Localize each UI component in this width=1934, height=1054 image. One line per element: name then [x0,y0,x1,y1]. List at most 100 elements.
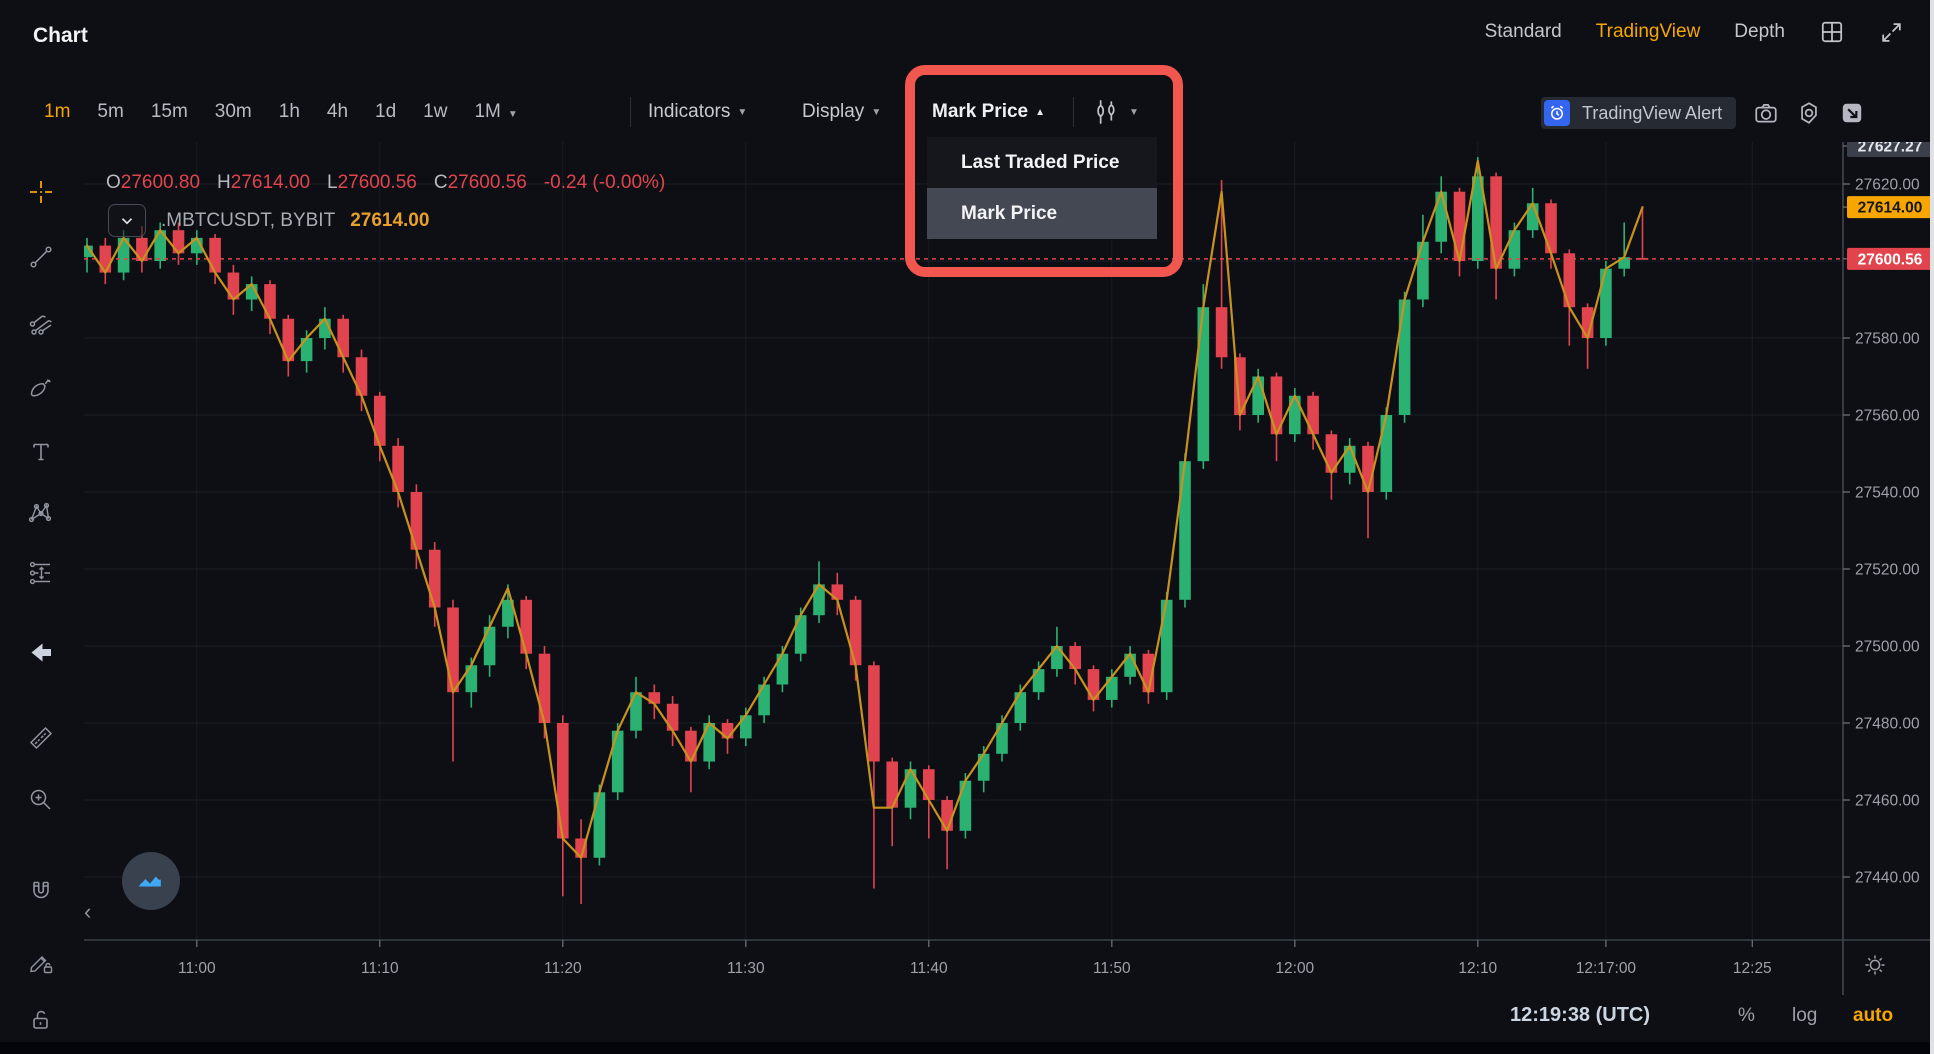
popout-icon[interactable] [1839,100,1865,126]
candle-type-menu[interactable]: ▼ [1090,94,1139,130]
chevron-down-icon: ▼ [871,106,882,118]
timeframe-4h[interactable]: 4h [326,101,349,122]
price-chip-label: 27600.56 [1858,251,1923,268]
fib-gann-tool-icon[interactable] [28,312,54,338]
ohlc-l: L27600.56 [327,172,417,193]
percent-scale-button[interactable]: % [1738,1005,1755,1026]
indicators-menu[interactable]: Indicators ▼ [648,94,747,130]
price-axis-label: 27560.00 [1855,408,1920,425]
chevron-up-icon: ▲ [1035,106,1046,118]
overlay-line-layer [84,159,1843,859]
collapse-left-icon[interactable]: ‹ [84,899,92,924]
price-chip-label: 27627.27 [1858,142,1923,156]
fullscreen-icon[interactable] [1879,20,1904,45]
view-tab-standard[interactable]: Standard [1484,21,1562,42]
time-axis-label: 12:00 [1275,960,1314,977]
ohlc-h: H27614.00 [217,172,311,193]
price-axis-label: 27520.00 [1855,562,1920,579]
price-axis-label: 27540.00 [1855,485,1920,502]
price-source-menu[interactable]: Mark Price ▲ [932,94,1045,130]
ohlc-c: C27600.56 [433,172,527,193]
time-axis-label: 12:17:00 [1576,960,1637,977]
chevron-down-icon: ▼ [737,106,748,118]
candle-type-icon [1090,98,1122,126]
alert-label: TradingView Alert [1582,102,1723,123]
alarm-clock-icon [1544,100,1570,126]
area-chart-icon [138,873,161,887]
indicator-shortcut-button[interactable] [122,852,180,910]
price-axis-label: 27460.00 [1855,793,1920,810]
time-axis-label: 11:30 [727,960,765,977]
crosshair-tool-icon[interactable] [28,179,54,205]
timeframe-1h[interactable]: 1h [278,101,300,122]
ruler-icon[interactable] [28,725,54,751]
ohlc-readout: O27600.80 H27614.00 L27600.56 C27600.56 -0.2… [106,172,665,194]
dropdown-item-last-traded-price[interactable]: Last Traded Price [961,151,1120,173]
price-chart[interactable]: 11:00 11:10 11:20 11:30 11:40 11:50 12:00 12:10… [81,135,1934,1000]
price-axis-label: 27480.00 [1855,716,1920,733]
indicators-label: Indicators [648,101,731,122]
display-label: Display [802,101,865,122]
timeframe-30m[interactable]: 30m [214,101,252,122]
sun-icon[interactable] [1862,952,1888,983]
camera-icon[interactable] [1753,100,1779,126]
price-chip-last [1847,247,1933,270]
price-chip-label: 27614.00 [1858,200,1923,217]
window-edge-bottom [0,1042,1934,1054]
timeframe-1d[interactable]: 1d [375,101,397,122]
timeframe-15m[interactable]: 15m [150,101,188,122]
view-tab-tradingview[interactable]: TradingView [1595,21,1701,42]
forecast-tool-icon[interactable] [28,560,54,586]
log-scale-button[interactable]: log [1792,1005,1818,1026]
brush-tool-icon[interactable] [28,375,54,401]
gear-icon[interactable] [1796,100,1822,126]
axes-layer[interactable]: 11:00 11:10 11:20 11:30 11:40 11:50 12:00 12:10… [84,135,1933,995]
time-axis-label: 11:10 [361,960,399,977]
unlock-icon[interactable] [28,1007,54,1033]
time-axis-label: 11:50 [1093,960,1131,977]
text-tool-icon[interactable] [28,439,54,465]
time-axis-label: 11:00 [178,960,216,977]
price-source-dropdown: Last Traded Price Mark Price [927,137,1157,239]
auto-scale-button[interactable]: auto [1853,1005,1894,1026]
page-title: Chart [33,24,88,47]
symbol-row: .MBTCUSDT, BYBIT 27614.00 [108,204,429,237]
price-source-label: Mark Price [932,101,1029,122]
ohlc-o: O27600.80 [106,172,201,193]
window-edge [1930,0,1934,1054]
view-tab-depth[interactable]: Depth [1734,21,1785,42]
countdown-clock: 12:19:38 (UTC) [1510,1004,1651,1026]
price-axis-label: 27500.00 [1855,639,1920,656]
trend-line-tool-icon[interactable] [28,244,54,270]
price-axis-label: 27620.00 [1855,177,1920,194]
magnet-icon[interactable] [28,879,54,905]
grid-layout-icon[interactable] [1819,19,1845,45]
chart-actions: TradingView Alert [1541,97,1865,129]
time-axis-label: 12:25 [1733,960,1772,977]
xabcd-pattern-tool-icon[interactable] [28,500,54,526]
toolbar-divider [1073,97,1074,127]
zoom-in-icon[interactable] [28,787,54,813]
grid-layer [84,142,1843,940]
timeframe-1w[interactable]: 1w [423,101,448,122]
timeframe-1M[interactable]: 1M ▼ [474,101,518,122]
symbol-collapse-button[interactable] [108,204,146,237]
arrow-left-icon[interactable] [28,640,54,666]
price-chip-mark [1847,196,1933,219]
time-axis-label: 11:20 [544,960,582,977]
tradingview-alert-button[interactable]: TradingView Alert [1541,97,1737,129]
display-menu[interactable]: Display ▼ [802,94,881,130]
view-tabs: Standard TradingView Depth [1485,0,1904,64]
toolbar-divider [630,97,631,127]
price-axis-label: 27440.00 [1855,870,1920,887]
chevron-down-icon: ▼ [507,109,518,120]
time-axis-label: 12:10 [1458,960,1497,977]
timeframe-5m[interactable]: 5m [97,101,124,122]
pencil-lock-icon[interactable] [28,950,54,976]
price-axis-label: 27580.00 [1855,331,1920,348]
symbol-name: .MBTCUSDT, BYBIT [161,209,336,231]
chevron-down-icon: ▼ [1129,106,1139,118]
timeframe-1m[interactable]: 1m [44,101,71,122]
dropdown-item-mark-price[interactable]: Mark Price [927,188,1157,239]
